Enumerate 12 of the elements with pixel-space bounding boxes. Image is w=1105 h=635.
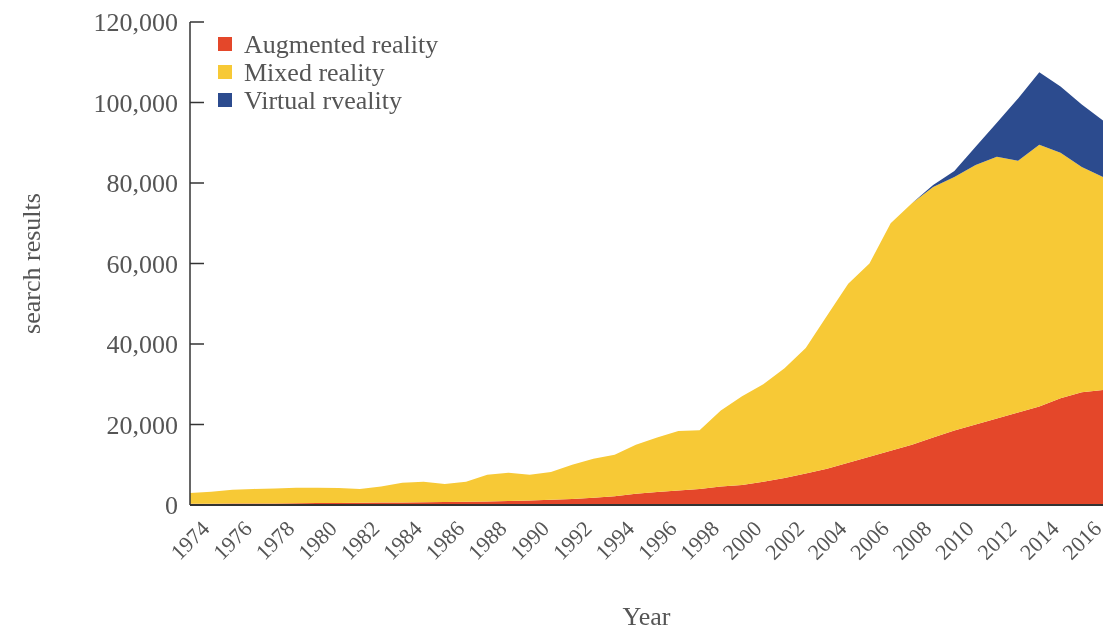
y-tick-label: 20,000 xyxy=(106,410,178,440)
x-axis-title: Year xyxy=(622,602,671,631)
y-tick-label: 60,000 xyxy=(106,249,178,279)
y-tick-label: 100,000 xyxy=(93,88,178,118)
legend-label: Augmented reality xyxy=(244,30,439,60)
y-tick-label: 40,000 xyxy=(106,330,178,360)
y-tick-label: 0 xyxy=(165,491,178,521)
y-tick-label: 120,000 xyxy=(93,8,178,38)
y-tick-label: 80,000 xyxy=(106,169,178,199)
y-axis-title: search results xyxy=(17,193,46,334)
legend-label: Mixed reality xyxy=(244,58,385,88)
legend-label: Virtual rveality xyxy=(244,86,402,116)
